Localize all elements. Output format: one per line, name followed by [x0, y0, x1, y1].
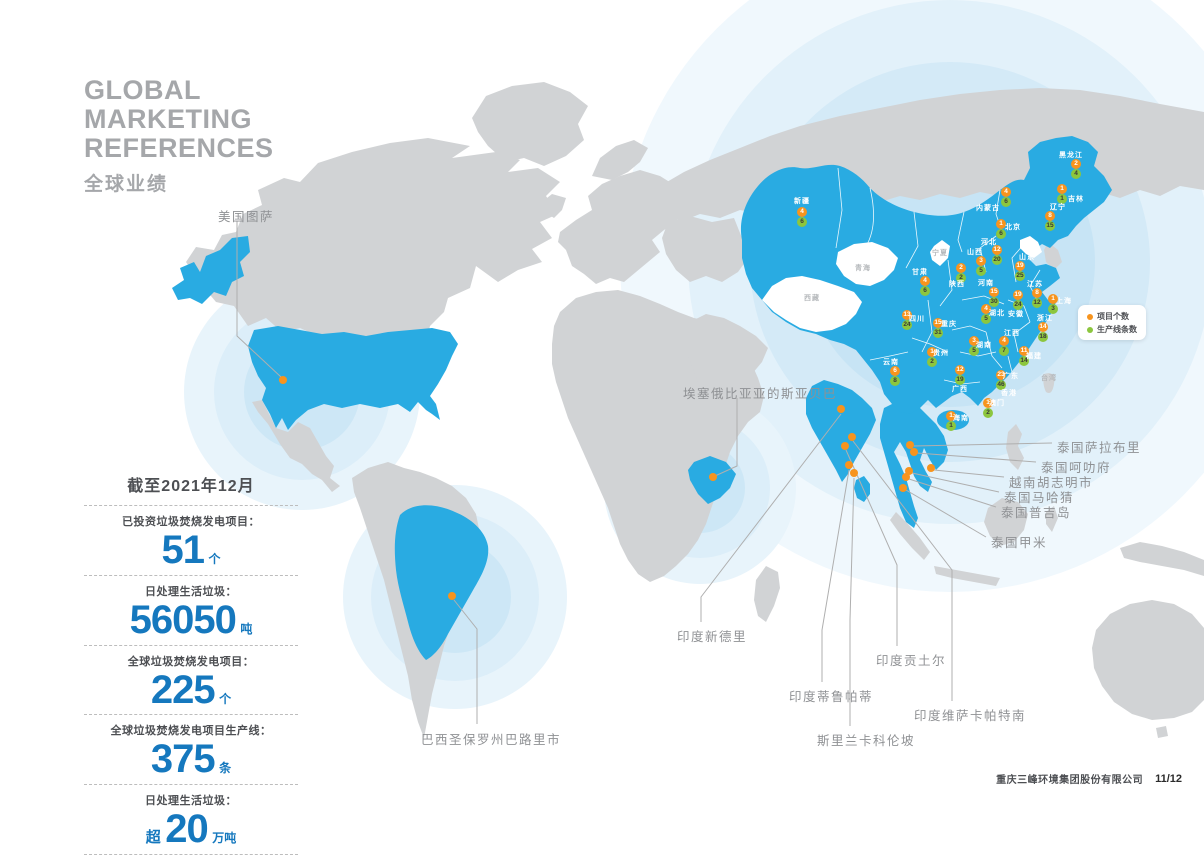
title-line-2: MARKETING	[84, 104, 252, 135]
stat-label: 全球垃圾焚烧发电项目生产线：	[110, 725, 272, 738]
europe-main-shape	[558, 170, 682, 284]
stat-global-daily-waste: 日处理生活垃圾： 超 20 万吨	[84, 785, 298, 855]
company-name: 重庆三峰环境集团股份有限公司	[996, 775, 1144, 786]
stat-label: 已投资垃圾焚烧发电项目：	[122, 516, 260, 528]
title-line-3: REFERENCES	[84, 133, 274, 164]
australia-shape	[1092, 600, 1204, 720]
title-chinese: 全球业绩	[84, 174, 169, 196]
stat-unit: 万吨	[212, 831, 237, 846]
china-shape	[740, 136, 1112, 414]
mexico-shape	[252, 400, 340, 492]
new-guinea-shape	[1120, 542, 1204, 576]
stats-panel: 截至2021年12月 已投资垃圾焚烧发电项目： 51 个 日处理生活垃圾： 56…	[84, 472, 298, 855]
stat-unit: 吨	[240, 621, 253, 636]
stat-value-row: 超 20 万吨	[84, 809, 298, 850]
page-footer: 重庆三峰环境集团股份有限公司 11/12	[996, 771, 1182, 787]
stat-invested-projects: 已投资垃圾焚烧发电项目： 51 个	[84, 506, 298, 576]
legend-lines-label: 生产线条数	[1097, 325, 1137, 334]
stat-value-row: 51 个	[84, 530, 298, 571]
europe-shape	[542, 194, 566, 218]
tasmania-shape	[1156, 726, 1168, 738]
stat-value: 375	[150, 737, 216, 782]
legend-projects-label: 项目个数	[1097, 312, 1129, 321]
stat-production-lines: 全球垃圾焚烧发电项目生产线： 375 条	[84, 715, 298, 786]
scandinavia-shape	[592, 140, 648, 180]
central-asia-shape	[662, 216, 748, 282]
madagascar-shape	[754, 566, 780, 622]
stat-value: 56050	[129, 597, 237, 642]
middle-east-shape	[684, 314, 768, 398]
greenland-shape	[472, 82, 588, 166]
sulawesi-shape	[1046, 506, 1058, 532]
alaska-shape	[172, 236, 250, 304]
title-line-1: GLOBAL	[84, 75, 201, 105]
page-title-block: GLOBAL MARKETING REFERENCES 全球业绩	[84, 75, 274, 196]
stat-global-projects: 全球垃圾焚烧发电项目： 225 个	[84, 646, 298, 716]
usa-shape	[248, 326, 458, 430]
stat-label: 全球垃圾焚烧发电项目：	[127, 655, 255, 668]
stat-value-row: 225 个	[84, 667, 298, 712]
stat-value: 51	[161, 528, 205, 572]
stat-label: 日处理生活垃圾：	[145, 585, 237, 598]
stats-as-of: 截至2021年12月	[84, 472, 298, 506]
project-count-dot-icon	[1087, 313, 1093, 320]
bohai-sea-shape	[1020, 236, 1042, 258]
hainan-shape	[937, 410, 969, 430]
stat-prefix: 超	[145, 829, 161, 847]
korea-shape	[1044, 242, 1062, 270]
white-province-shapes	[762, 236, 1042, 332]
tibet-shape	[762, 276, 862, 332]
production-line-dot-icon	[1087, 326, 1093, 333]
qinghai-shape	[836, 242, 898, 286]
stat-value: 20	[165, 807, 208, 852]
stat-unit: 个	[208, 552, 221, 566]
ningxia-shape	[930, 240, 950, 266]
legend-projects-row: 项目个数	[1087, 310, 1137, 323]
map-legend: 项目个数 生产线条数	[1078, 305, 1146, 340]
stat-value: 225	[150, 667, 216, 712]
stat-unit: 个	[219, 691, 232, 706]
stat-value-row: 375 条	[84, 739, 298, 780]
stat-label: 日处理生活垃圾：	[145, 795, 237, 808]
stat-unit: 条	[219, 761, 232, 776]
page-number: 11/12	[1155, 772, 1182, 785]
legend-lines-row: 生产线条数	[1087, 323, 1137, 336]
borneo-shape	[984, 498, 1028, 546]
stat-value-row: 56050 吨	[84, 597, 298, 642]
taiwan-shape	[1043, 373, 1055, 393]
stat-daily-waste: 日处理生活垃圾： 56050 吨	[84, 576, 298, 646]
brazil-shape	[394, 505, 489, 660]
